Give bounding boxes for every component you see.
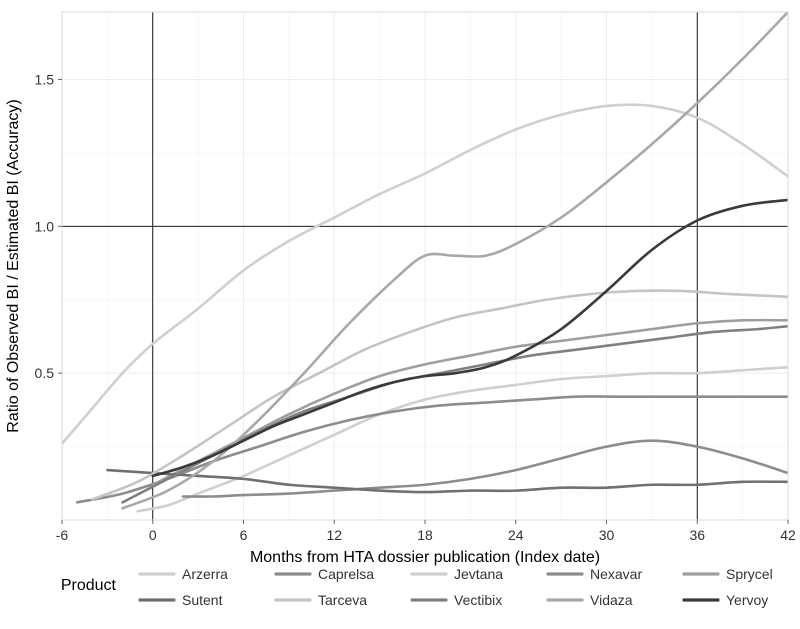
legend-label-yervoy: Yervoy bbox=[726, 592, 768, 608]
x-axis-title: Months from HTA dossier publication (Ind… bbox=[250, 549, 600, 566]
x-tick-label: 12 bbox=[326, 527, 342, 543]
legend-label-sprycel: Sprycel bbox=[726, 566, 773, 582]
y-tick-label: 1.0 bbox=[35, 218, 55, 234]
legend-label-tarceva: Tarceva bbox=[318, 592, 367, 608]
x-tick-label: -6 bbox=[56, 527, 69, 543]
legend-label-vidaza: Vidaza bbox=[590, 592, 633, 608]
y-axis-title: Ratio of Observed BI / Estimated BI (Acc… bbox=[5, 99, 22, 432]
x-tick-label: 36 bbox=[689, 527, 705, 543]
x-tick-label: 6 bbox=[240, 527, 248, 543]
x-tick-label: 24 bbox=[508, 527, 524, 543]
x-tick-label: 18 bbox=[417, 527, 433, 543]
x-tick-label: 30 bbox=[599, 527, 615, 543]
x-tick-label: 0 bbox=[149, 527, 157, 543]
legend-label-vectibix: Vectibix bbox=[454, 592, 502, 608]
y-tick-label: 1.5 bbox=[35, 72, 55, 88]
x-tick-label: 42 bbox=[780, 527, 796, 543]
legend-label-nexavar: Nexavar bbox=[590, 566, 642, 582]
line-chart: -6 0 6 12 18 24 30 36 42 0.5 1.0 1.5 Months from HTA… bbox=[0, 0, 800, 629]
legend: Product Arzerra Caprelsa Jevtana Nexavar Spry… bbox=[61, 566, 773, 608]
legend-label-jevtana: Jevtana bbox=[454, 566, 503, 582]
y-tick-label: 0.5 bbox=[35, 365, 55, 381]
legend-label-caprelsa: Caprelsa bbox=[318, 566, 374, 582]
chart-container: -6 0 6 12 18 24 30 36 42 0.5 1.0 1.5 Months from HTA… bbox=[0, 0, 800, 629]
legend-label-sutent: Sutent bbox=[182, 592, 223, 608]
legend-title: Product bbox=[61, 577, 117, 594]
legend-label-arzerra: Arzerra bbox=[182, 566, 228, 582]
